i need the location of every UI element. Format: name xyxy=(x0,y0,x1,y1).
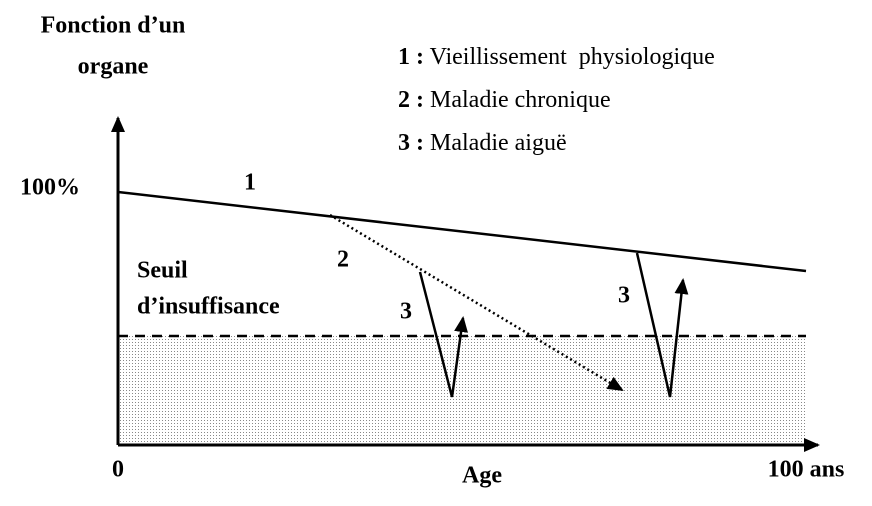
legend-text: Maladie aiguë xyxy=(430,130,567,156)
y-axis-label: Fonction d’un xyxy=(41,13,186,39)
legend-number: 2 : xyxy=(398,87,424,113)
curve-label: 2 xyxy=(337,247,349,273)
x-start-label: 0 xyxy=(112,457,124,483)
x-end-label: 100 ans xyxy=(768,457,845,483)
legend-entry: 2 : Maladie chronique xyxy=(398,87,611,113)
curve-label: 1 xyxy=(244,170,256,196)
curve-label: 3 xyxy=(618,283,630,309)
x-axis-label: Age xyxy=(462,463,502,489)
legend-entry: 3 : Maladie aiguë xyxy=(398,130,567,156)
legend-text: Maladie chronique xyxy=(430,87,611,113)
acute-curve xyxy=(418,271,469,398)
curve-label: 3 xyxy=(400,299,412,325)
aging-line xyxy=(117,190,807,273)
y-axis-label: organe xyxy=(78,54,149,80)
chronic-line xyxy=(329,213,624,392)
legend-text: Vieillissement physiologique xyxy=(430,44,715,70)
legend-number: 1 : xyxy=(398,44,424,70)
y-top-label: 100% xyxy=(20,175,80,201)
legend: 1 : Vieillissement physiologique 2 : Mal… xyxy=(398,44,715,156)
legend-entry: 1 : Vieillissement physiologique xyxy=(398,44,715,70)
legend-number: 3 : xyxy=(398,130,424,156)
threshold-label: Seuil xyxy=(137,258,188,284)
insufficiency-zone xyxy=(118,336,806,445)
threshold-label: d’insuffisance xyxy=(137,294,280,320)
acute-curve xyxy=(635,252,689,398)
